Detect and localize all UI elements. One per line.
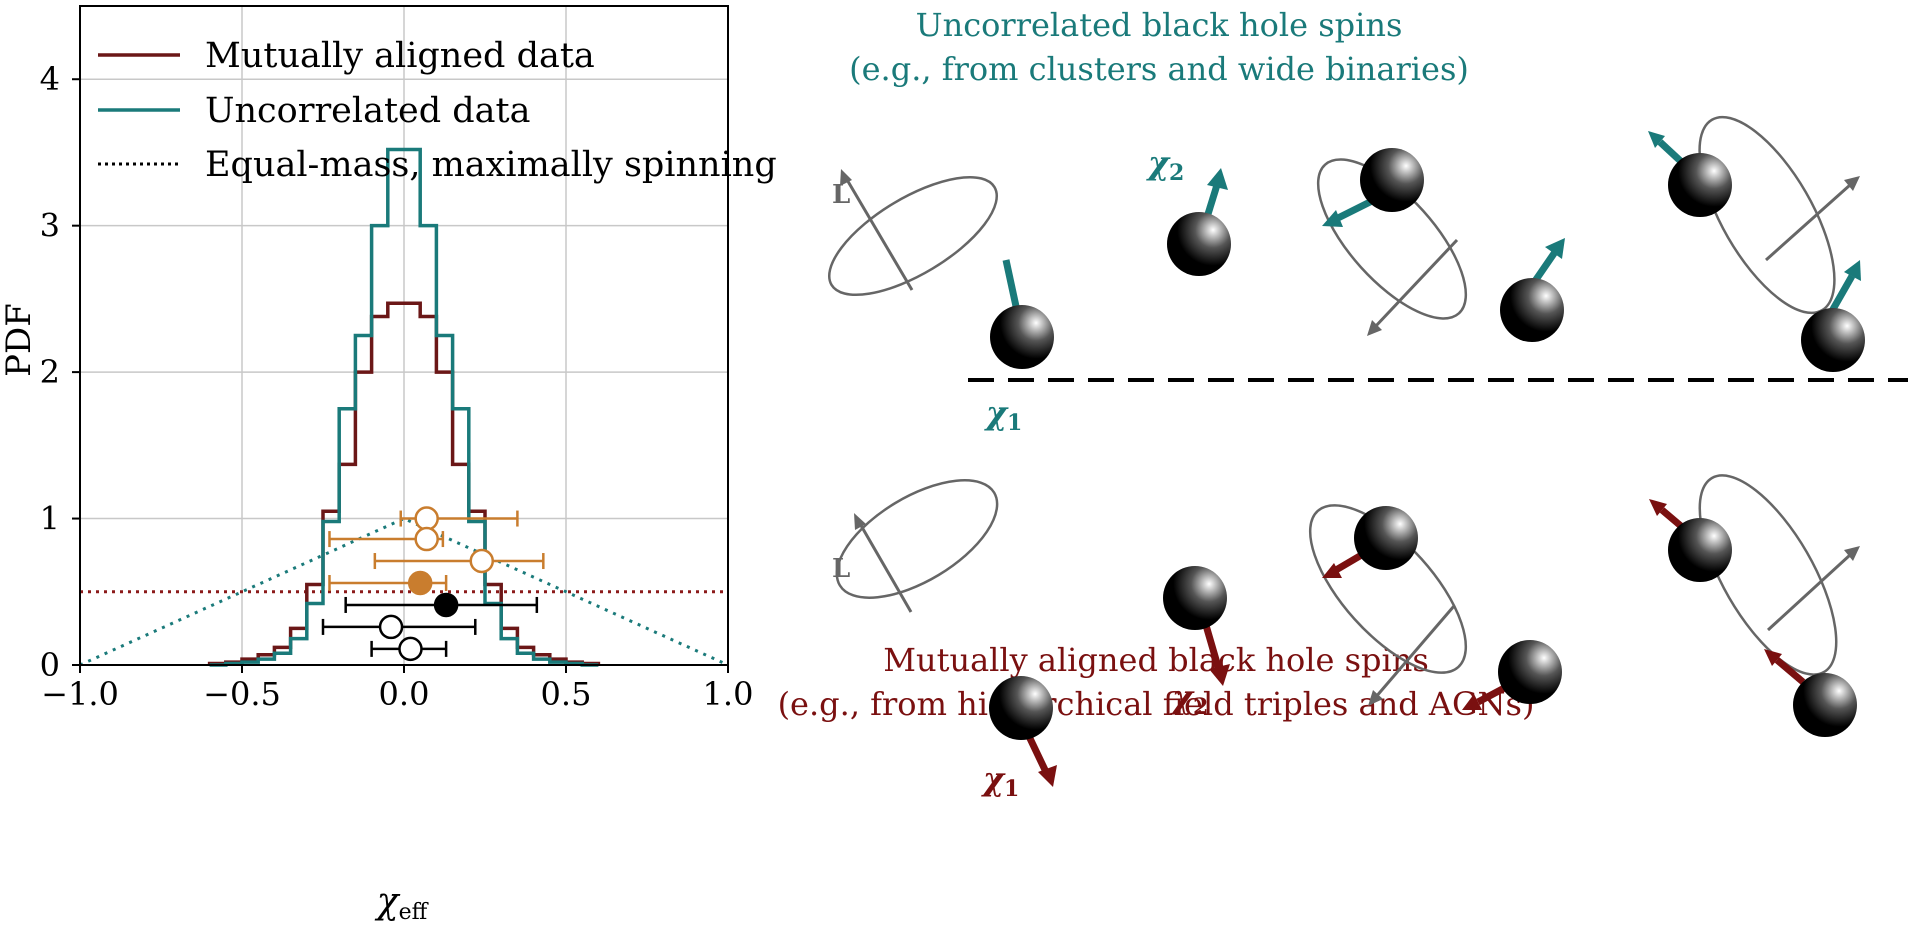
y-axis-label: PDF	[0, 303, 39, 377]
binary-bottom-1: L χ2 χ1	[832, 479, 1230, 802]
legend-label-uncorrelated: Uncorrelated data	[205, 91, 530, 131]
binary-bottom-3	[1649, 474, 1860, 737]
angular-momentum-arrow	[1766, 553, 1852, 632]
black-hole-2	[1163, 566, 1227, 630]
spin-diagram: Uncorrelated black hole spins (e.g., fro…	[778, 6, 1908, 802]
point-marker	[407, 570, 433, 596]
binary-top-2	[1316, 148, 1565, 342]
binary-top-3	[1648, 115, 1865, 372]
angular-momentum-arrowhead	[1367, 320, 1382, 336]
chi2-label: χ2	[1146, 144, 1184, 186]
chi2-label: χ2	[1170, 678, 1208, 720]
angular-momentum-arrowhead	[1844, 546, 1860, 561]
x-axis-label: χeff	[374, 881, 429, 925]
black-hole-2	[1498, 640, 1562, 704]
binary-top-1: L χ2 χ1	[828, 144, 1231, 436]
binary-bottom-2	[1308, 504, 1562, 710]
angular-momentum-arrowhead	[854, 513, 866, 530]
chi-arrowhead	[1764, 649, 1782, 666]
point-marker	[414, 506, 439, 531]
chi2-arrowhead	[1207, 168, 1228, 190]
chi1-arrowhead	[1038, 765, 1057, 787]
chi-arrowhead	[1844, 260, 1861, 281]
axis-ticks: −1.0 −0.5 0.0 0.5 1.0 0 1 2 3 4	[40, 60, 754, 713]
L-label: L	[832, 180, 850, 210]
angular-momentum-arrow	[1765, 183, 1851, 262]
chi1-label: χ1	[984, 394, 1022, 436]
angular-momentum-arrow	[1372, 238, 1459, 330]
black-hole-1	[1668, 153, 1732, 217]
bottom-title-line1: Mutually aligned black hole spins	[883, 641, 1429, 679]
y-tick-label: 4	[40, 60, 60, 98]
data-point	[370, 636, 448, 662]
black-hole-1	[1354, 506, 1418, 570]
data-point	[373, 548, 545, 574]
L-label: L	[832, 554, 850, 584]
y-tick-label: 2	[40, 353, 60, 391]
black-hole-1	[1360, 148, 1424, 212]
black-hole-1	[990, 305, 1054, 369]
bottom-title-line2: (e.g., from hierarchical field triples a…	[778, 685, 1535, 723]
point-marker	[469, 548, 495, 574]
y-tick-label: 1	[40, 500, 60, 538]
point-marker	[433, 592, 459, 618]
data-point	[344, 592, 539, 618]
chi-arrow	[1774, 657, 1806, 685]
data-point	[399, 506, 519, 531]
data-point	[328, 570, 448, 596]
top-title-line2: (e.g., from clusters and wide binaries)	[849, 50, 1469, 88]
legend-label-equal-mass: Equal-mass, maximally spinning	[205, 145, 777, 185]
point-marker	[398, 636, 423, 662]
angular-momentum-arrowhead	[1844, 176, 1860, 191]
data-points	[321, 506, 545, 662]
x-tick-label: −1.0	[41, 675, 119, 713]
x-tick-label: 1.0	[703, 675, 754, 713]
chi-arrowhead	[1649, 499, 1667, 516]
orbit	[1316, 158, 1468, 320]
chi-arrowhead	[1648, 131, 1665, 148]
ref-line-equal-mass-triangle	[79, 516, 729, 667]
black-hole-2	[1801, 308, 1865, 372]
orbit	[828, 175, 998, 297]
x-axis-label-sub: eff	[399, 900, 429, 925]
angular-momentum-arrow	[844, 177, 914, 291]
data-point	[321, 614, 477, 640]
x-tick-label: 0.0	[379, 675, 430, 713]
y-tick-label: 0	[40, 646, 60, 684]
chi-arrowhead	[1462, 694, 1482, 710]
angular-momentum-arrow	[857, 521, 913, 613]
chi2-arrowhead	[1209, 664, 1230, 686]
legend: Mutually aligned data Uncorrelated data …	[98, 36, 777, 185]
black-hole-1	[989, 676, 1053, 740]
black-hole-2	[1500, 278, 1564, 342]
legend-label-aligned: Mutually aligned data	[205, 36, 595, 76]
angular-momentum-arrowhead	[840, 169, 852, 186]
black-hole-2	[1793, 673, 1857, 737]
data-point	[328, 526, 445, 552]
orbit	[835, 479, 999, 599]
angular-momentum-arrowhead	[1368, 690, 1383, 706]
reference-lines	[79, 516, 729, 667]
chi-arrowhead	[1322, 210, 1343, 227]
point-marker	[378, 614, 404, 640]
black-hole-1	[1668, 518, 1732, 582]
chi1-label: χ1	[981, 760, 1019, 802]
histograms	[207, 147, 601, 667]
chi-arrowhead	[1545, 238, 1565, 259]
point-marker	[414, 526, 439, 552]
histogram-uncorrelated	[209, 147, 599, 667]
top-title-line1: Uncorrelated black hole spins	[916, 6, 1403, 44]
orbit	[1698, 474, 1838, 676]
black-hole-2	[1167, 212, 1231, 276]
x-tick-label: 0.5	[541, 675, 592, 713]
y-tick-label: 3	[40, 207, 60, 245]
angular-momentum-arrow	[1373, 605, 1456, 699]
pdf-chart: −1.0 −0.5 0.0 0.5 1.0 0 1 2 3 4 PDF χeff Mutually…	[0, 5, 777, 925]
chi-arrowhead	[1322, 563, 1342, 578]
x-tick-label: −0.5	[203, 675, 281, 713]
orbit	[1308, 504, 1468, 674]
